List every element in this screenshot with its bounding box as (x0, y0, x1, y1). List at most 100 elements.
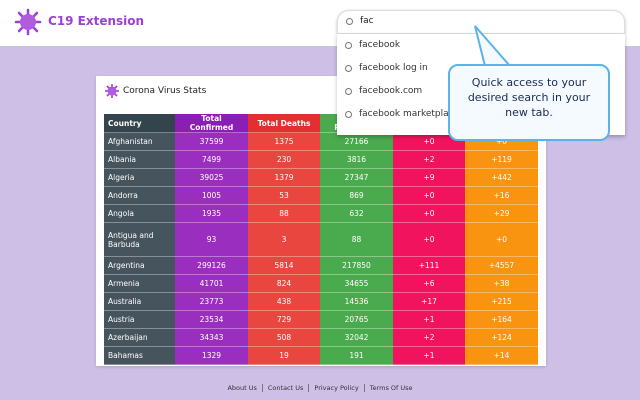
table-cell: +0 (393, 186, 465, 205)
suggestion[interactable]: facebook.com (359, 86, 423, 96)
table-cell: +442 (465, 168, 538, 187)
callout-tail (474, 25, 513, 67)
table-cell: 32042 (320, 328, 393, 347)
table-cell: 93 (175, 222, 248, 257)
table-cell: Albania (104, 150, 175, 169)
table-cell: 217850 (320, 256, 393, 275)
table-row: Azerbaijan 34343 508 32042 +2 +124 (104, 328, 538, 347)
table-cell: 1329 (175, 346, 248, 365)
table-cell: Argentina (104, 256, 175, 275)
table-cell: Antigua and Barbuda (104, 222, 175, 257)
table-row: Algeria 39025 1379 27347 +9 +442 (104, 168, 538, 187)
table-cell: 27347 (320, 168, 393, 187)
table-cell: Afghanistan (104, 132, 175, 151)
suggestion-icon (345, 111, 352, 118)
table-cell: +0 (393, 222, 465, 257)
table-cell: 14536 (320, 292, 393, 311)
card-title: Corona Virus Stats (123, 86, 207, 96)
footer-link[interactable]: About Us (227, 384, 257, 392)
table-cell: +164 (465, 310, 538, 329)
table-cell: 37599 (175, 132, 248, 151)
table-cell: Angola (104, 204, 175, 223)
header-cell: Total Confirmed (175, 114, 248, 133)
suggestion-icon (345, 88, 352, 95)
table-cell: 230 (248, 150, 320, 169)
table-cell: +9 (393, 168, 465, 187)
suggestion[interactable]: facebook marketplace (359, 109, 460, 119)
table-cell: 23534 (175, 310, 248, 329)
table-cell: 1375 (248, 132, 320, 151)
table-cell: 34655 (320, 274, 393, 293)
footer-link[interactable]: Contact Us (261, 384, 309, 392)
table-cell: 438 (248, 292, 320, 311)
suggestion-icon (345, 42, 352, 49)
table-cell: +215 (465, 292, 538, 311)
table-cell: +16 (465, 186, 538, 205)
table-row: Argentina 299126 5814 217850 +111 +4557 (104, 256, 538, 275)
logo-icon (14, 8, 42, 36)
table-cell: +124 (465, 328, 538, 347)
table-cell: 3816 (320, 150, 393, 169)
table-cell: +38 (465, 274, 538, 293)
table-cell: Austria (104, 310, 175, 329)
search-icon (346, 18, 353, 25)
callout: Quick access to your desired search in y… (448, 64, 610, 141)
table-cell: Algeria (104, 168, 175, 187)
footer: About Us Contact Us Privacy Policy Terms Of… (0, 384, 640, 392)
table-cell: +111 (393, 256, 465, 275)
table-cell: 1935 (175, 204, 248, 223)
table-row: Armenia 41701 824 34655 +6 +38 (104, 274, 538, 293)
table-cell: 41701 (175, 274, 248, 293)
table-row: Angola 1935 88 632 +0 +29 (104, 204, 538, 223)
table-row: Australia 23773 438 14536 +17 +215 (104, 292, 538, 311)
card-icon (105, 84, 119, 98)
table-cell: 39025 (175, 168, 248, 187)
table-row: Antigua and Barbuda 93 3 88 +0 +0 (104, 222, 538, 257)
table-cell: 20765 (320, 310, 393, 329)
table-cell: +1 (393, 310, 465, 329)
table-cell: 88 (320, 222, 393, 257)
table-cell: 88 (248, 204, 320, 223)
table-cell: 7499 (175, 150, 248, 169)
footer-link[interactable]: Privacy Policy (308, 384, 364, 392)
suggestion[interactable]: facebook log in (359, 63, 428, 73)
table-cell: 19 (248, 346, 320, 365)
table-cell: +17 (393, 292, 465, 311)
table-cell: +6 (393, 274, 465, 293)
table-row: Austria 23534 729 20765 +1 +164 (104, 310, 538, 329)
suggestion[interactable]: facebook (359, 40, 401, 50)
table-cell: +29 (465, 204, 538, 223)
table-cell: +2 (393, 328, 465, 347)
table-cell: 3 (248, 222, 320, 257)
callout-tail-joint (484, 66, 510, 70)
table-cell: 191 (320, 346, 393, 365)
logo-text: C19 Extension (48, 14, 145, 28)
table-cell: 824 (248, 274, 320, 293)
table-cell: 1005 (175, 186, 248, 205)
table-cell: +119 (465, 150, 538, 169)
table-cell: 53 (248, 186, 320, 205)
table-row: Bahamas 1329 19 191 +1 +14 (104, 346, 538, 365)
table-cell: 508 (248, 328, 320, 347)
table-cell: +0 (393, 132, 465, 151)
footer-link[interactable]: Terms Of Use (363, 384, 418, 392)
table-cell: 869 (320, 186, 393, 205)
table-cell: +0 (393, 204, 465, 223)
table-cell: 632 (320, 204, 393, 223)
header-cell: Country (104, 114, 175, 133)
table-cell: +2 (393, 150, 465, 169)
table-cell: Armenia (104, 274, 175, 293)
header-cell: Total Deaths (248, 114, 320, 133)
table-cell: +4557 (465, 256, 538, 275)
table-cell: Andorra (104, 186, 175, 205)
search-box[interactable]: fac (337, 10, 625, 34)
table-cell: 34343 (175, 328, 248, 347)
table-cell: Australia (104, 292, 175, 311)
table-cell: Azerbaijan (104, 328, 175, 347)
table-cell: 27166 (320, 132, 393, 151)
table-cell: Bahamas (104, 346, 175, 365)
table-cell: +14 (465, 346, 538, 365)
table-cell: +0 (465, 222, 538, 257)
